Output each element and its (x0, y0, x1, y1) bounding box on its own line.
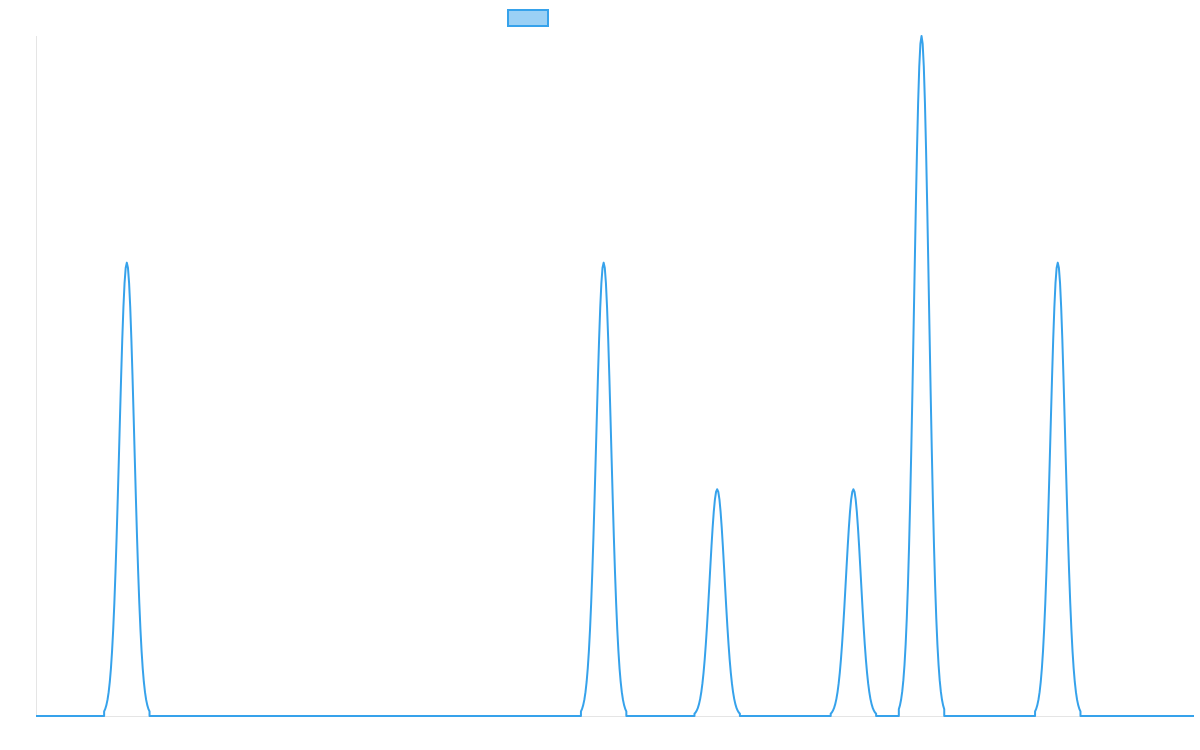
series-line (36, 35, 1194, 717)
series-group (36, 35, 1194, 717)
legend[interactable] (507, 9, 549, 27)
legend-swatch[interactable] (507, 9, 549, 27)
